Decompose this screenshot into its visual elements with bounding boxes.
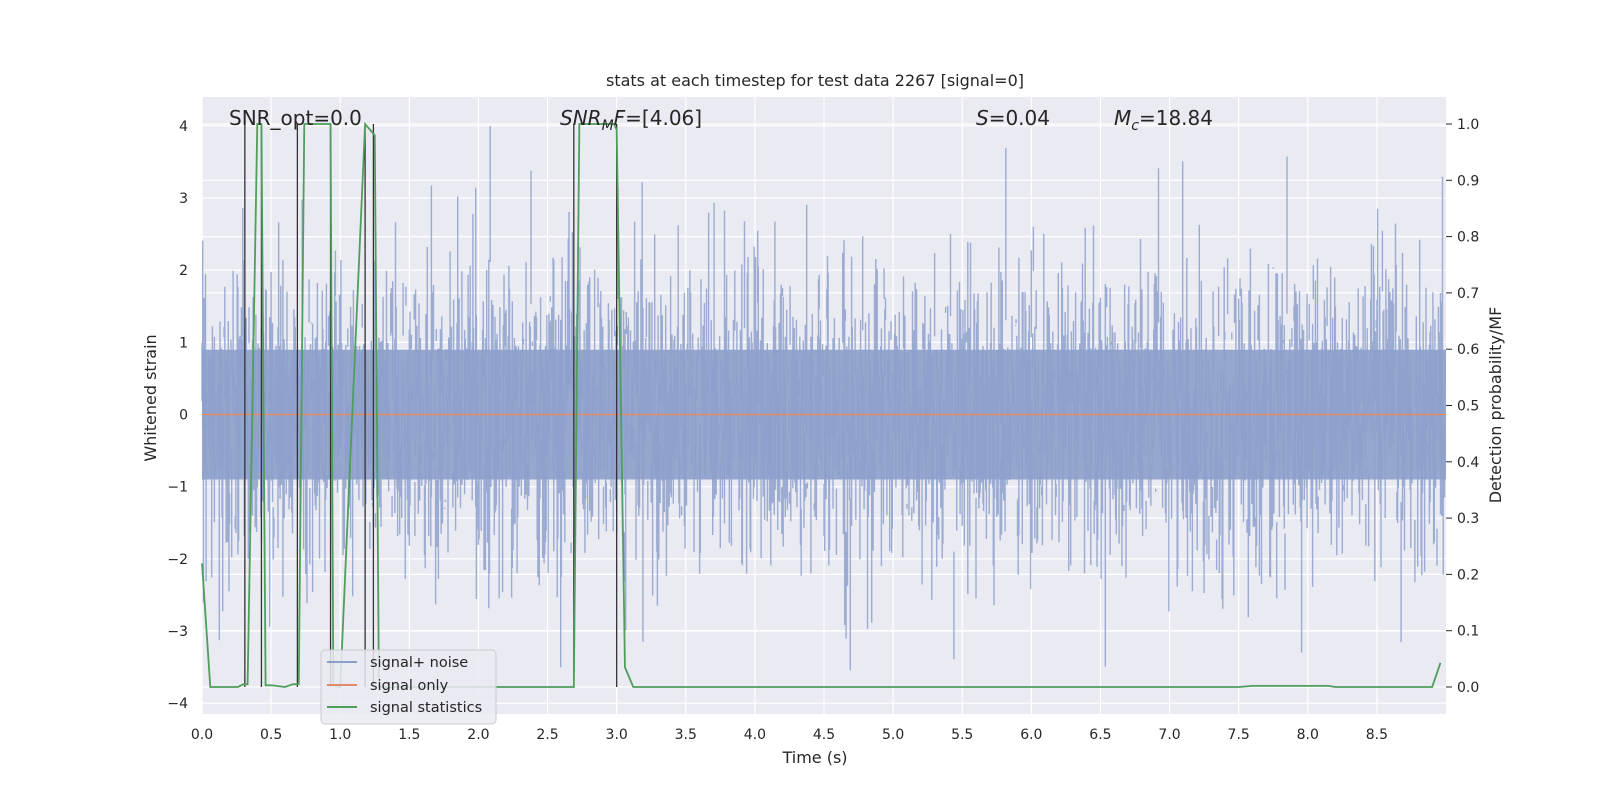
y-tick-label: −1	[167, 480, 188, 496]
annotation-snr-opt: SNR_opt=0.0	[229, 106, 362, 130]
x-tick-label: 3.0	[606, 727, 628, 743]
x-tick-label: 4.5	[813, 727, 835, 743]
x-tick-label: 8.0	[1297, 727, 1319, 743]
x-tick-label: 5.5	[951, 727, 973, 743]
x-tick-label: 7.5	[1228, 727, 1250, 743]
y2-tick-label: 0.9	[1457, 173, 1479, 189]
y-axis-label: Whitened strain	[141, 334, 160, 461]
y2-tick-label: 0.7	[1457, 286, 1479, 302]
annotation-s-stat: S=0.04	[976, 106, 1050, 130]
x-tick-label: 0.0	[191, 727, 213, 743]
legend: signal+ noise signal only signal statist…	[320, 649, 497, 725]
y-tick-label: 1	[179, 335, 188, 351]
x-tick-label: 7.0	[1158, 727, 1180, 743]
signal-statistics-line	[201, 121, 1442, 689]
y-tick-label: 2	[179, 263, 188, 279]
x-tick-label: 2.5	[536, 727, 558, 743]
chart-title: stats at each timestep for test data 226…	[606, 71, 1024, 90]
y2-tick-label: 0.4	[1457, 455, 1479, 471]
annotation-mc: Mc=18.84	[1114, 106, 1213, 134]
series-signal-statistics	[201, 121, 1442, 689]
y2-tick-label: 0.2	[1457, 567, 1479, 583]
y2-tick-label: 0.0	[1457, 680, 1479, 696]
y2-tick-label: 0.1	[1457, 624, 1479, 640]
y2-axis-label: Detection probability/MF	[1486, 307, 1505, 504]
y-tick-label: −4	[167, 696, 188, 712]
axis-ticks: 0.0 0.5 1.0 1.5 2.0 2.5 3.0 3.5 4.0 4.5 5.0 5.5 6.0 6…	[167, 117, 1479, 743]
y-tick-label: −3	[167, 624, 188, 640]
legend-label-signal-statistics: signal statistics	[370, 700, 482, 716]
x-tick-label: 4.0	[744, 727, 766, 743]
y2-tick-label: 0.5	[1457, 399, 1479, 415]
x-tick-label: 3.5	[675, 727, 697, 743]
legend-label-signal-only: signal only	[370, 678, 449, 694]
y-tick-label: 0	[179, 408, 188, 424]
legend-box	[320, 649, 497, 725]
x-axis-label: Time (s)	[781, 748, 847, 767]
y-tick-label: −2	[167, 552, 188, 568]
y2-tick-label: 0.6	[1457, 342, 1479, 358]
x-tick-label: 5.0	[882, 727, 904, 743]
y2-tick-label: 0.3	[1457, 511, 1479, 527]
x-tick-label: 1.5	[398, 727, 420, 743]
x-tick-label: 8.5	[1366, 727, 1388, 743]
x-tick-label: 2.0	[467, 727, 489, 743]
x-tick-label: 0.5	[260, 727, 282, 743]
legend-label-signal-noise: signal+ noise	[370, 655, 468, 671]
y-tick-label: 3	[179, 191, 188, 207]
x-tick-label: 6.5	[1089, 727, 1111, 743]
x-tick-label: 6.0	[1020, 727, 1042, 743]
annotation-snr-mf: SNRMF=[4.06]	[560, 106, 702, 134]
y2-tick-label: 1.0	[1457, 117, 1479, 133]
y2-tick-label: 0.8	[1457, 230, 1479, 246]
x-tick-label: 1.0	[329, 727, 351, 743]
y-tick-label: 4	[179, 119, 188, 135]
